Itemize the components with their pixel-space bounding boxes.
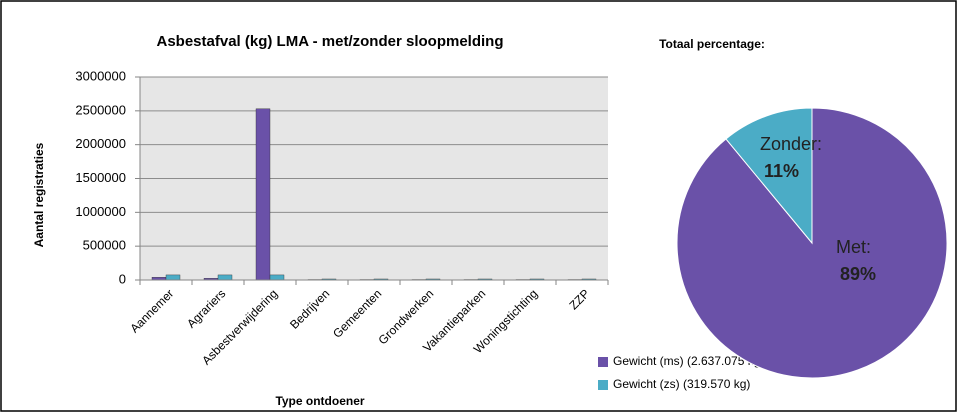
pie-title: Totaal percentage: (659, 37, 765, 51)
y-tick-label: 3000000 (75, 68, 126, 83)
y-tick-label: 500000 (83, 238, 126, 253)
legend-label: Gewicht (zs) (319.570 kg) (613, 377, 750, 391)
bar (255, 108, 271, 281)
slice-value-label: 89% (840, 264, 876, 284)
y-axis-label: Aantal registraties (32, 142, 46, 247)
y-tick-label: 0 (119, 271, 126, 286)
bar (165, 274, 181, 281)
y-tick-label: 2500000 (75, 102, 126, 117)
bar (217, 274, 233, 281)
x-axis-label: Type ontdoener (275, 394, 364, 408)
pie-slice (725, 107, 813, 245)
chart-title: Asbestafval (kg) LMA - met/zonder sloopm… (157, 33, 504, 50)
slice-value-label: 11% (764, 161, 799, 181)
legend-swatch (598, 357, 608, 367)
y-tick-label: 1000000 (75, 204, 126, 219)
bar (269, 274, 285, 281)
y-tick-label: 2000000 (75, 136, 126, 151)
legend-swatch (598, 380, 608, 390)
slice-label: Met: (836, 237, 871, 257)
slice-label: Zonder: (760, 134, 822, 154)
y-tick-label: 1500000 (75, 170, 126, 185)
legend-label: Gewicht (ms) (2.637.075 kg) (613, 354, 764, 368)
